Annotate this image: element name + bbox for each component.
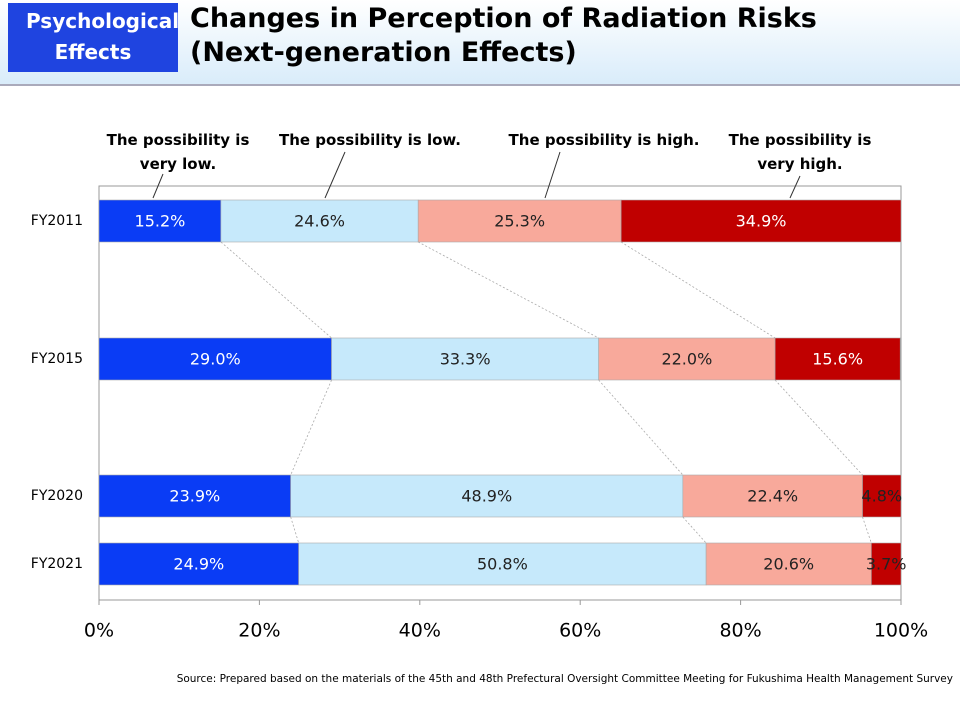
x-tick-label: 20% [238,620,280,642]
value-label: 34.9% [736,212,787,231]
connector [290,516,300,544]
x-tick-label: 80% [719,620,761,642]
value-label: 33.3% [440,350,491,369]
legend-label: The possibility is very low. [106,131,250,173]
value-label: 15.6% [812,350,863,369]
connector [682,516,707,544]
y-tick-label: FY2021 [31,556,83,572]
bar-segment [298,542,707,586]
connector [290,379,332,476]
bar-segment [220,199,419,243]
tag-box [8,3,178,72]
tag: Psychological Effects [26,9,180,64]
bar-segment [417,199,622,243]
bar-segment [331,337,599,381]
value-label: 23.9% [169,487,220,506]
value-label: 50.8% [477,555,528,574]
x-tick-label: 0% [84,620,114,642]
value-label: 15.2% [135,212,186,231]
source-note: Source: Prepared based on the materials … [177,673,953,685]
connector [774,379,863,476]
x-tick-label: 40% [399,620,441,642]
y-tick-label: FY2015 [31,351,83,367]
bar-segment [871,542,902,586]
leader-line [152,173,164,199]
bar-segment [98,337,332,381]
value-label: 4.8% [861,487,902,506]
slide-title: Changes in Perception of Radiation Risks… [190,3,817,68]
bar-segment [598,337,776,381]
value-label: 29.0% [190,350,241,369]
bar-segment [98,199,222,243]
bar-segment [705,542,872,586]
value-label: 22.0% [661,350,712,369]
bar-segment [290,474,684,518]
value-label: 24.6% [294,212,345,231]
bar-segment [862,474,902,518]
legend-label: The possibility is very high. [728,131,872,173]
legend-label: The possibility is low. [278,131,461,149]
connector [418,241,599,339]
bar-segment [98,542,299,586]
leader-line [324,151,346,199]
plot-area [98,185,902,601]
leader-line [789,175,801,199]
bar-segment [774,337,901,381]
y-tick-label: FY2011 [31,213,83,229]
connector [620,241,776,339]
bar-segment [682,474,863,518]
value-label: 24.9% [173,555,224,574]
bar-segment [98,474,291,518]
connector [598,379,684,476]
value-label: 25.3% [494,212,545,231]
value-label: 48.9% [461,487,512,506]
value-label: 3.7% [866,555,907,574]
y-tick-label: FY2020 [31,488,83,504]
value-label: 20.6% [763,555,814,574]
value-label: 22.4% [747,487,798,506]
x-tick-label: 100% [874,620,928,642]
leader-line [544,151,561,199]
connector [220,241,332,339]
connector [862,516,872,544]
x-tick-label: 60% [559,620,601,642]
bar-segment [620,199,902,243]
legend-label: The possibility is high. [508,131,700,149]
